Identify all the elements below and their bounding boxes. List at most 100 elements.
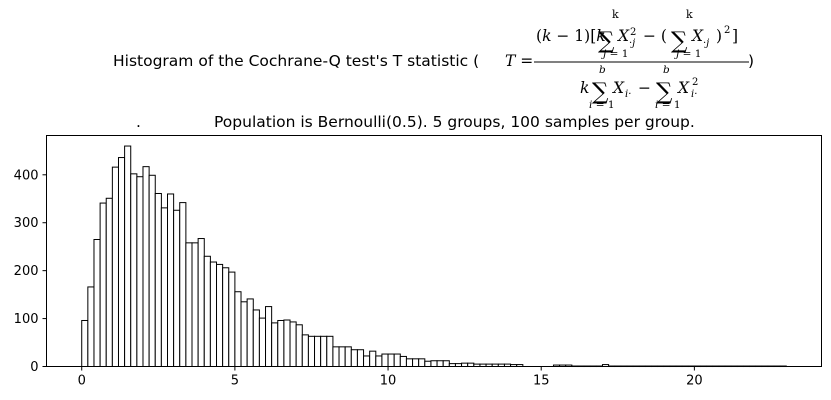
histogram-bar xyxy=(418,358,426,367)
title-formula-lhs: T = xyxy=(505,52,533,70)
histogram-bar xyxy=(197,238,205,367)
histogram-bar xyxy=(265,306,273,367)
histogram-bar xyxy=(252,309,260,368)
histogram-bar xyxy=(356,349,365,368)
histogram-bar xyxy=(301,334,309,367)
histogram-bar xyxy=(167,193,175,367)
histogram-bar xyxy=(307,335,316,367)
svg-text:(k − 1)[k: (k − 1)[k xyxy=(536,27,606,45)
histogram-bar xyxy=(136,176,144,367)
histogram-bar xyxy=(314,335,322,367)
title-line2: Population is Bernoulli(0.5). 5 groups, … xyxy=(214,113,695,131)
svg-text:): ) xyxy=(716,27,722,45)
histogram-bar xyxy=(81,319,89,367)
histogram-bar xyxy=(117,157,126,367)
histogram-bar xyxy=(381,353,389,368)
histogram-bar xyxy=(283,319,291,368)
y-tick-label: 0 xyxy=(30,360,38,375)
histogram-bar xyxy=(424,360,432,368)
x-tick-label: 5 xyxy=(231,374,239,389)
histogram-bar xyxy=(160,207,168,367)
histogram-bar xyxy=(99,202,107,367)
svg-text:X: X xyxy=(617,27,630,45)
histogram-bar xyxy=(130,173,138,367)
histogram-bar xyxy=(442,360,450,367)
histogram-bar xyxy=(258,317,267,368)
svg-text:2: 2 xyxy=(692,77,698,88)
histogram-bar xyxy=(93,239,101,367)
axes-frame xyxy=(46,135,822,367)
histogram-bar xyxy=(142,166,150,367)
histogram-bar xyxy=(124,145,132,367)
histogram-bar xyxy=(295,324,303,367)
svg-text:b: b xyxy=(663,64,670,76)
histogram-bar xyxy=(332,346,340,368)
svg-text:k: k xyxy=(580,79,589,97)
svg-text:j = 1: j = 1 xyxy=(601,48,628,60)
svg-text:k: k xyxy=(686,8,693,21)
histogram-bar xyxy=(430,360,438,367)
x-axis-ticks: 0 5 10 15 20 xyxy=(78,366,703,389)
title-line2-dot: . xyxy=(136,113,141,131)
histogram-bar xyxy=(393,353,401,368)
histogram-bar xyxy=(111,166,119,367)
svg-text:X: X xyxy=(612,79,625,97)
histogram-bar xyxy=(399,355,407,368)
histogram-bar xyxy=(289,321,297,367)
svg-text:i = 1: i = 1 xyxy=(655,99,681,111)
svg-text:2: 2 xyxy=(630,27,636,38)
histogram-bar xyxy=(467,362,475,367)
histogram-bar xyxy=(326,335,334,367)
histogram-bar xyxy=(277,319,285,367)
svg-text:∑: ∑ xyxy=(592,79,609,105)
histogram-bar xyxy=(461,362,469,367)
x-tick-label: 15 xyxy=(533,374,550,389)
x-tick-label: 0 xyxy=(78,374,86,389)
y-tick-label: 100 xyxy=(14,312,39,327)
svg-text:− (: − ( xyxy=(643,27,667,45)
histogram-bar xyxy=(271,322,279,368)
svg-text:−: − xyxy=(638,79,651,97)
svg-text:X: X xyxy=(691,27,704,45)
svg-text:∑: ∑ xyxy=(656,79,673,105)
svg-text:·j: ·j xyxy=(703,38,709,49)
histogram-bar xyxy=(203,255,211,367)
svg-text:X: X xyxy=(677,79,690,97)
formula-denominator: k b ∑ i = 1 X i· − b ∑ i = 1 X 2 i· xyxy=(580,64,698,111)
plot-area: 0 5 10 15 20 0 100 200 300 400 xyxy=(14,135,822,389)
y-tick-label: 400 xyxy=(14,168,39,183)
histogram-bar xyxy=(173,209,181,367)
svg-text:]: ] xyxy=(732,27,738,45)
histogram-bar xyxy=(240,301,248,367)
svg-text:·j: ·j xyxy=(629,38,635,49)
histogram-bar xyxy=(148,174,156,367)
histogram-bar xyxy=(209,261,218,367)
svg-text:i = 1: i = 1 xyxy=(589,99,615,111)
histogram-bar xyxy=(105,197,113,367)
histogram-bar xyxy=(154,192,162,367)
histogram-bar xyxy=(216,263,224,368)
histogram-bar xyxy=(363,355,371,367)
y-tick-label: 200 xyxy=(14,264,39,279)
svg-text:∑: ∑ xyxy=(598,28,615,54)
histogram-bar xyxy=(191,242,199,368)
svg-text:b: b xyxy=(599,64,606,76)
histogram-bar xyxy=(405,358,414,367)
histogram-bar xyxy=(185,242,193,368)
histogram-bar xyxy=(369,350,377,368)
svg-text:i·: i· xyxy=(691,89,697,100)
histogram-bar xyxy=(338,346,346,368)
svg-text:i·: i· xyxy=(625,89,631,100)
histogram-bar xyxy=(320,335,328,367)
histogram-bar xyxy=(387,353,395,368)
x-tick-label: 10 xyxy=(380,374,397,389)
histogram-bar xyxy=(246,298,254,367)
histogram-bar xyxy=(350,349,358,368)
chart-title: Histogram of the Cochrane-Q test's T sta… xyxy=(113,8,754,131)
title-prefix: Histogram of the Cochrane-Q test's T sta… xyxy=(113,52,479,70)
histogram-bar xyxy=(234,291,242,367)
histogram-bar xyxy=(412,358,420,367)
svg-text:∑: ∑ xyxy=(671,28,688,54)
histogram-bar xyxy=(179,202,187,367)
